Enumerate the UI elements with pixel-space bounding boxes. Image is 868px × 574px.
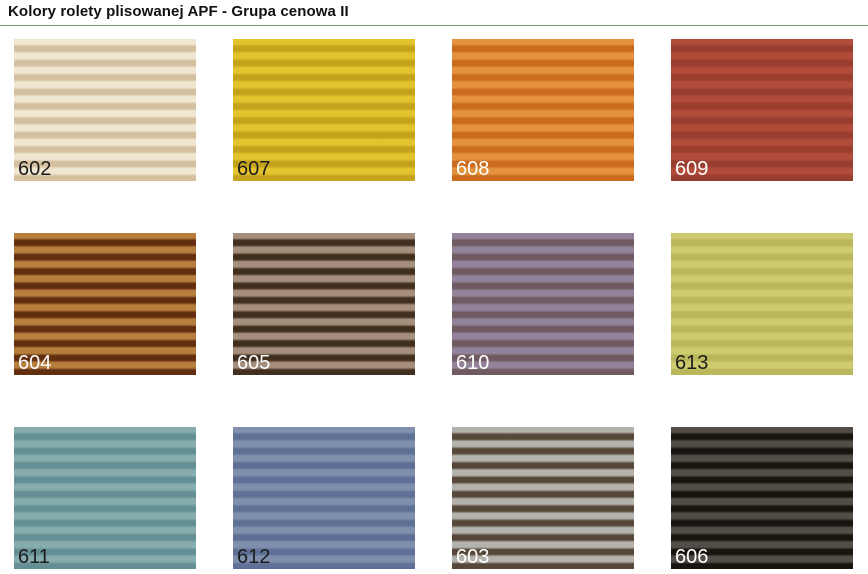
color-code-label: 605 [237, 352, 271, 374]
color-swatch[interactable]: 605 [233, 233, 415, 375]
color-swatch[interactable]: 604 [14, 233, 196, 375]
color-code-label: 602 [18, 158, 52, 180]
color-code-label: 610 [456, 352, 490, 374]
color-swatch[interactable]: 610 [452, 233, 634, 375]
color-code-label: 611 [18, 546, 50, 568]
color-code-label: 608 [456, 158, 490, 180]
color-code-label: 603 [456, 546, 490, 568]
page-title: Kolory rolety plisowanej APF - Grupa cen… [8, 3, 349, 20]
color-swatch[interactable]: 603 [452, 427, 634, 569]
color-swatch[interactable]: 606 [671, 427, 853, 569]
page-header: Kolory rolety plisowanej APF - Grupa cen… [0, 0, 868, 25]
color-swatch[interactable]: 609 [671, 39, 853, 181]
swatch-grid: 602 607 608 609 604 605 610 613 611 612 … [0, 26, 868, 574]
color-swatch[interactable]: 608 [452, 39, 634, 181]
color-code-label: 606 [675, 546, 709, 568]
color-swatch[interactable]: 613 [671, 233, 853, 375]
color-swatch[interactable]: 612 [233, 427, 415, 569]
color-code-label: 604 [18, 352, 52, 374]
color-code-label: 609 [675, 158, 709, 180]
color-code-label: 607 [237, 158, 271, 180]
color-code-label: 613 [675, 352, 709, 374]
color-swatch[interactable]: 611 [14, 427, 196, 569]
color-code-label: 612 [237, 546, 271, 568]
color-swatch[interactable]: 602 [14, 39, 196, 181]
title-divider [0, 25, 868, 26]
color-swatch[interactable]: 607 [233, 39, 415, 181]
